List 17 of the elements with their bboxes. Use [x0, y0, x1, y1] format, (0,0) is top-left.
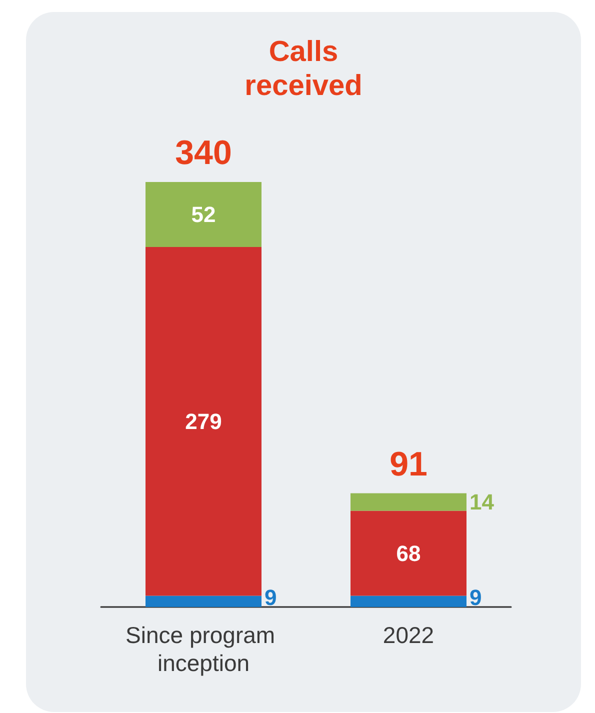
x-tick-label: Since program inception [126, 622, 282, 676]
data-label: 9 [264, 584, 277, 610]
data-label: 9 [470, 584, 482, 610]
total-label: 340 [175, 134, 232, 172]
data-label: 68 [396, 540, 421, 566]
bar [146, 247, 262, 596]
bar [350, 596, 466, 607]
bar [350, 493, 466, 511]
chart-title: Calls received [244, 36, 362, 102]
bar [146, 596, 262, 607]
bar [350, 510, 466, 596]
data-label: 279 [185, 408, 222, 434]
data-label: 52 [191, 202, 216, 227]
total-label: 91 [390, 445, 428, 484]
bar [146, 182, 262, 247]
data-label: 14 [470, 490, 495, 514]
x-tick-label: 2022 [382, 622, 434, 648]
